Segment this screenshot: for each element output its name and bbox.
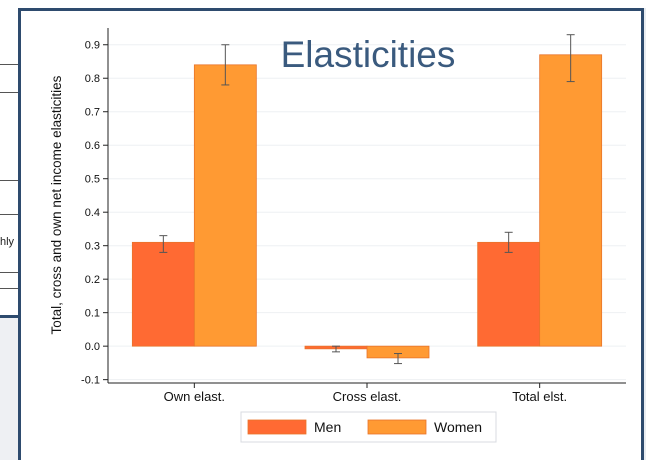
x-tick-label: Cross elast. — [333, 389, 402, 404]
y-tick-label: 0.4 — [85, 207, 100, 219]
y-tick-label: 0.5 — [85, 174, 100, 186]
x-tick-label: Own elast. — [164, 389, 225, 404]
bar-men-0 — [131, 241, 195, 347]
legend-label-men: Men — [314, 419, 341, 435]
bar-women-2 — [539, 54, 603, 347]
background-rule — [0, 180, 30, 181]
y-tick-label: -0.1 — [81, 375, 100, 387]
legend-swatch-women — [367, 419, 427, 435]
y-tick-label: 0.6 — [85, 140, 100, 152]
y-tick-label: 0.3 — [85, 241, 100, 253]
bar-women-0 — [193, 64, 257, 347]
y-tick-label: 0.2 — [85, 274, 100, 286]
bars — [131, 34, 603, 365]
y-tick-label: 0.1 — [85, 308, 100, 320]
background-top-strip — [30, 0, 646, 8]
background-rule — [0, 272, 30, 273]
y-tick-label: 0.0 — [85, 341, 100, 353]
y-axis-label: Total, cross and own net income elastici… — [49, 75, 64, 334]
legend-swatch-men — [247, 419, 307, 435]
background-rule — [0, 92, 30, 93]
y-tick-label: 0.9 — [85, 40, 100, 52]
background-rule — [0, 64, 30, 65]
background-partial-text: hly — [0, 236, 15, 248]
background-rule — [0, 214, 30, 215]
axes: -0.1 0.0 0.1 0.2 0.3 0.4 0.5 0.6 0.7 0.8 0.9 Own el… — [81, 28, 626, 404]
legend-label-women: Women — [434, 419, 482, 435]
x-tick-label: Total elst. — [512, 389, 567, 404]
legend: Men Women — [240, 411, 497, 443]
background-accent-bar — [0, 315, 30, 318]
y-tick-label: 0.7 — [85, 107, 100, 119]
bar-men-2 — [477, 241, 541, 347]
background-rule — [0, 288, 30, 289]
slide-title: Elasticities — [281, 34, 456, 75]
y-tick-label: 0.8 — [85, 73, 100, 85]
